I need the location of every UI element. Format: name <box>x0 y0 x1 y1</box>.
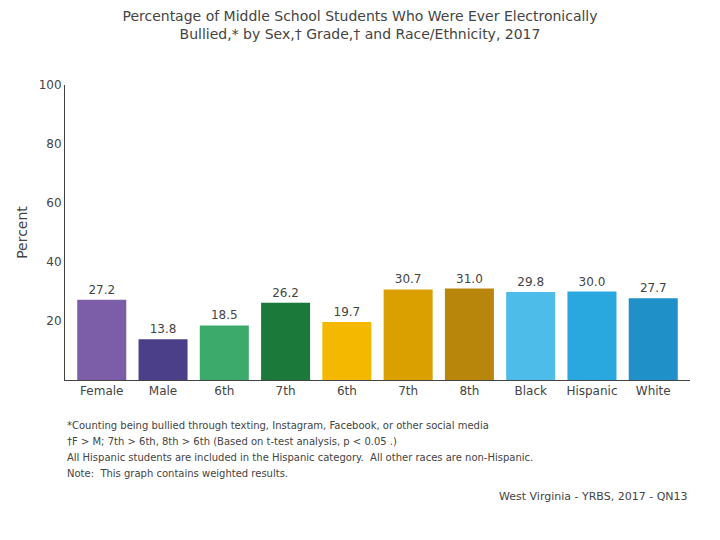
svg-text:Note: This graph contains wei: Note: This graph contains weighted resul… <box>67 468 288 479</box>
svg-text:80: 80 <box>46 137 61 151</box>
svg-text:29.8: 29.8 <box>517 275 544 289</box>
svg-text:White: White <box>636 384 671 398</box>
svg-text:Percentage of Middle School St: Percentage of Middle School Students Who… <box>122 8 597 42</box>
svg-text:30.7: 30.7 <box>395 272 422 286</box>
svg-text:100: 100 <box>39 78 62 92</box>
svg-text:7th: 7th <box>276 384 296 398</box>
svg-text:7th: 7th <box>398 384 418 398</box>
svg-text:27.7: 27.7 <box>640 281 667 295</box>
svg-text:13.8: 13.8 <box>150 322 177 336</box>
svg-text:All Hispanic students are incl: All Hispanic students are included in th… <box>67 452 533 463</box>
svg-text:6th: 6th <box>214 384 234 398</box>
svg-text:Hispanic: Hispanic <box>566 384 617 398</box>
svg-text:Black: Black <box>514 384 547 398</box>
svg-text:19.7: 19.7 <box>334 305 361 319</box>
svg-text:18.5: 18.5 <box>211 308 238 322</box>
svg-text:26.2: 26.2 <box>272 286 299 300</box>
svg-text:†F > M; 7th > 6th, 8th > 6th (: †F > M; 7th > 6th, 8th > 6th (Based on t… <box>67 436 397 447</box>
svg-text:8th: 8th <box>459 384 479 398</box>
svg-text:Female: Female <box>80 384 123 398</box>
svg-text:31.0: 31.0 <box>456 272 483 286</box>
svg-text:Percent: Percent <box>14 206 30 259</box>
svg-text:*Counting being bullied throug: *Counting being bullied through texting,… <box>67 420 489 431</box>
svg-text:60: 60 <box>46 196 61 210</box>
svg-text:20: 20 <box>46 314 61 328</box>
svg-text:6th: 6th <box>337 384 357 398</box>
svg-text:West Virginia - YRBS, 2017 - Q: West Virginia - YRBS, 2017 - QN13 <box>499 490 688 503</box>
svg-text:30.0: 30.0 <box>579 275 606 289</box>
svg-text:Male: Male <box>149 384 177 398</box>
svg-text:40: 40 <box>46 255 61 269</box>
svg-text:27.2: 27.2 <box>88 283 115 297</box>
